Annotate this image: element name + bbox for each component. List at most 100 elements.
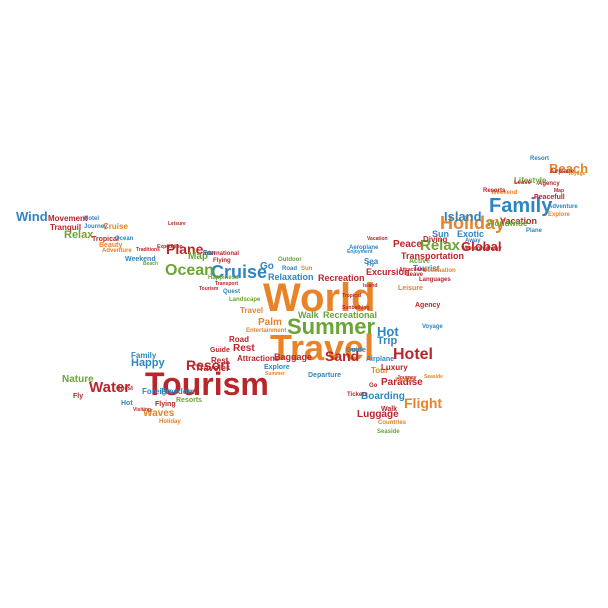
cloud-word: Cruise: [211, 262, 268, 282]
cloud-word: Tropical: [342, 293, 362, 299]
cloud-word: Quest: [116, 386, 134, 392]
cloud-word: Sand: [325, 348, 360, 364]
cloud-word: Tickets: [347, 392, 368, 398]
cloud-word: Sun: [301, 266, 313, 272]
cloud-word: Map: [554, 188, 564, 194]
cloud-word: Leisure: [398, 285, 423, 292]
cloud-word: Beach: [549, 161, 589, 176]
cloud-word: Family: [131, 351, 157, 360]
cloud-word: Travel: [240, 306, 264, 315]
cloud-word: Flight: [404, 395, 443, 411]
cloud-word: Welcome: [463, 246, 490, 252]
cloud-word: Transportation: [401, 251, 465, 261]
cloud-word: Entertainment: [246, 328, 287, 334]
cloud-word: Hotel: [84, 216, 99, 222]
cloud-word: Countries: [378, 420, 407, 426]
cloud-word: Diving: [423, 235, 448, 244]
cloud-word: Peacefull: [534, 194, 565, 201]
cloud-word: Beauty: [99, 242, 123, 249]
cloud-word: Leave: [406, 272, 424, 278]
cloud-word: Tourist: [395, 378, 415, 384]
cloud-word: International: [203, 251, 240, 257]
cloud-word: Nature: [62, 374, 94, 385]
cloud-word: Seaside: [377, 429, 400, 435]
cloud-word: Flying: [213, 258, 231, 264]
cloud-word: Resort: [530, 156, 550, 162]
cloud-word: Away: [486, 246, 502, 252]
cloud-word: Vacation: [367, 236, 388, 242]
cloud-word: Traditions: [136, 247, 160, 253]
cloud-word: Transport: [215, 281, 239, 287]
cloud-word: Fly: [73, 393, 84, 400]
cloud-word: Hotel: [393, 346, 433, 363]
cloud-word: Road: [282, 266, 297, 272]
cloud-word: Beach: [143, 261, 159, 267]
cloud-word: Lifestyle: [514, 176, 547, 185]
cloud-word: Attractions: [237, 354, 280, 363]
cloud-word: Tourism: [145, 366, 269, 402]
cloud-word: Family: [489, 195, 553, 217]
cloud-word: Explore: [548, 212, 571, 218]
cloud-word: Aeroplane: [349, 245, 379, 251]
cloud-word: Road: [229, 335, 249, 344]
cloud-word: Island: [363, 283, 378, 289]
cloud-word: Holiday: [440, 213, 506, 233]
cloud-word: World: [263, 276, 376, 320]
cloud-word: Excursion: [366, 267, 410, 277]
cloud-word: Active: [409, 258, 431, 265]
cloud-word: Freedom: [161, 387, 195, 396]
cloud-word: Hot: [377, 324, 399, 339]
cloud-word: Voyage: [422, 324, 443, 330]
cloud-word: Luggage: [357, 409, 399, 420]
cloud-word: Resorts: [176, 397, 203, 404]
cloud-word: Adventure: [102, 248, 132, 254]
cloud-word: Paradise: [381, 377, 423, 388]
cloud-word: Guide: [210, 347, 230, 354]
cloud-word: Walk: [298, 310, 319, 320]
cloud-word: Luxury: [381, 363, 408, 372]
cloud-word: Agency: [415, 302, 441, 309]
cloud-word: Airplane: [366, 356, 395, 363]
cloud-word: Explore: [264, 364, 290, 371]
cloud-word: Weekend: [125, 256, 156, 263]
cloud-word: Destination: [423, 268, 456, 274]
cloud-word: Fun: [203, 250, 216, 257]
cloud-word: Outdoor: [278, 257, 302, 263]
cloud-word: Summer: [287, 314, 376, 339]
cloud-word: Travel: [270, 327, 375, 368]
cloud-word: Wind: [16, 209, 48, 224]
cloud-word: Tourism: [199, 286, 219, 292]
cloud-word: Plane: [526, 228, 543, 234]
cloud-word: Away: [465, 238, 481, 244]
cloud-word: Cruise: [103, 222, 128, 231]
cloud-word: Weekend: [491, 190, 518, 196]
cloud-word: Relax: [64, 229, 94, 241]
cloud-word: Island: [444, 209, 482, 224]
cloud-word: Journey: [397, 375, 417, 381]
cloud-word: Go: [369, 383, 378, 389]
cloud-word: Holiday: [159, 419, 181, 425]
cloud-word: Waves: [143, 408, 175, 419]
cloud-word: Leave: [514, 180, 532, 186]
cloud-word: Boarding: [361, 391, 405, 402]
cloud-word: Worldwide: [487, 219, 528, 228]
cloud-word: Landscape: [229, 297, 261, 303]
cloud-word: Summer: [265, 371, 286, 377]
cloud-word: Tour: [371, 366, 389, 375]
cloud-word: Adventure: [548, 204, 578, 210]
cloud-word: Global: [461, 239, 502, 254]
cloud-word: Sun: [432, 229, 449, 239]
cloud-word: Happy: [131, 357, 165, 369]
cloud-word: Sea: [364, 257, 379, 266]
cloud-word: Hot: [121, 400, 133, 407]
cloud-word: Voyage: [568, 171, 586, 177]
cloud-word: Resorts: [483, 188, 506, 194]
cloud-word: Visiting: [133, 407, 151, 413]
cloud-word: Walk: [381, 406, 398, 413]
cloud-word: Fly: [367, 262, 375, 268]
cloud-word: Water: [89, 379, 131, 396]
cloud-word: Palm: [258, 317, 282, 328]
cloud-word: Happiness: [208, 275, 239, 281]
cloud-word: Seaside: [424, 374, 443, 380]
